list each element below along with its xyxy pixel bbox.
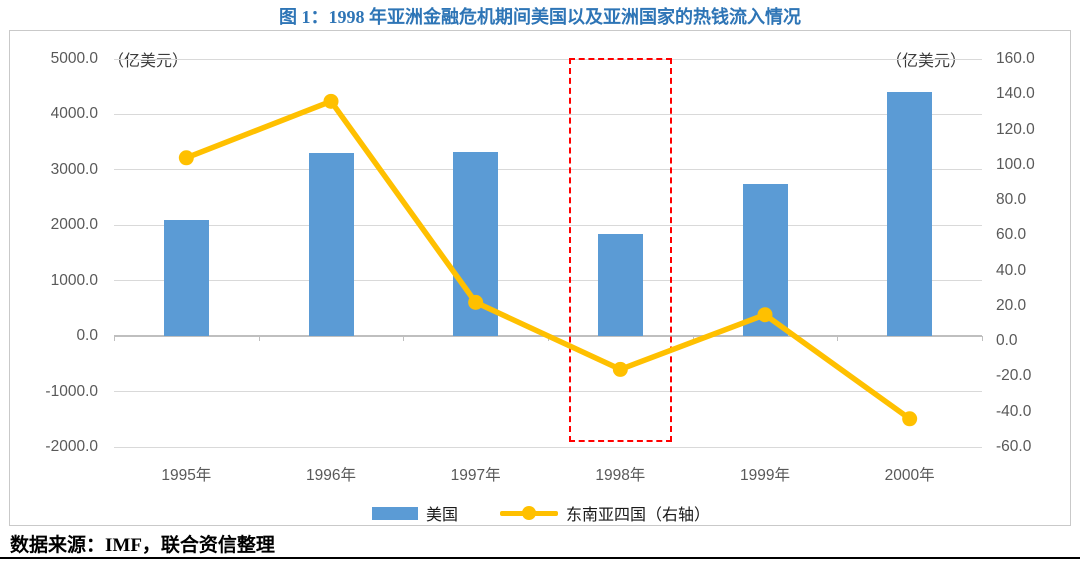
x-axis-label-2000年: 2000年 — [884, 467, 935, 484]
legend-item-usa: 美国 — [371, 501, 458, 525]
x-axis-tick — [114, 336, 115, 342]
right-axis-tick-20: 20.0 — [996, 296, 1027, 314]
right-axis-tick-40: 40.0 — [996, 261, 1027, 279]
left-axis-tick-3000: 3000.0 — [50, 160, 98, 178]
gridline--2000 — [114, 446, 982, 448]
right-axis-tick-120: 120.0 — [996, 120, 1035, 138]
left-axis-tick--1000: -1000.0 — [45, 382, 98, 400]
gridline-3000 — [114, 169, 982, 171]
legend-item-sea4: 东南亚四国（右轴） — [500, 501, 710, 525]
x-axis-label-1997年: 1997年 — [450, 467, 501, 484]
right-axis-tick-0: 0.0 — [996, 332, 1018, 350]
legend-label-usa: 美国 — [425, 507, 458, 524]
x-axis-tick — [692, 336, 694, 342]
left-axis-tick-4000: 4000.0 — [50, 105, 98, 123]
bar-2000年 — [887, 92, 933, 337]
x-axis-label-1995年: 1995年 — [161, 467, 212, 484]
x-axis-tick — [258, 336, 260, 342]
x-axis-tick — [548, 336, 549, 342]
legend: 美国 东南亚四国（右轴） — [10, 501, 1072, 525]
legend-line-dot — [522, 506, 536, 520]
right-axis-unit-label: （亿美元） — [886, 53, 967, 70]
left-axis-tick-0: 0.0 — [76, 327, 98, 345]
gridline--1000 — [114, 391, 982, 393]
bottom-divider — [0, 557, 1080, 559]
legend-bar-swatch — [371, 506, 418, 520]
left-axis-tick--2000: -2000.0 — [45, 438, 98, 455]
highlight-1998-dashed-box — [568, 58, 672, 442]
right-axis-tick-100: 100.0 — [996, 155, 1035, 173]
bar-1999年 — [742, 183, 788, 337]
line-point-1996年 — [323, 93, 339, 109]
data-source-note: 数据来源：IMF，联合资信整理 — [10, 535, 275, 556]
chart-plot-area: （亿美元） （亿美元） 5000.0 4000.0 3000.0 2000.0 1000… — [9, 30, 1071, 526]
legend-label-sea4: 东南亚四国（右轴） — [566, 507, 711, 524]
left-axis-tick-2000: 2000.0 — [50, 216, 98, 234]
right-axis-tick-160: 160.0 — [996, 50, 1035, 67]
bar-1995年 — [163, 219, 209, 337]
bar-1997年 — [453, 152, 499, 337]
right-axis-tick-140: 140.0 — [996, 85, 1035, 103]
line-point-2000年 — [902, 411, 918, 427]
x-axis-tick — [982, 336, 983, 342]
right-axis-tick-80: 80.0 — [996, 191, 1027, 209]
x-axis-tick — [837, 336, 839, 342]
gridline-5000 — [114, 58, 982, 60]
right-axis-tick-60: 60.0 — [996, 226, 1027, 244]
left-axis-tick-5000: 5000.0 — [50, 50, 98, 67]
right-axis-tick--40: -40.0 — [996, 402, 1032, 420]
gridline-1000 — [114, 280, 982, 282]
right-axis-tick--20: -20.0 — [996, 367, 1032, 385]
left-axis-unit-label: （亿美元） — [108, 53, 189, 70]
gridline-2000 — [114, 224, 982, 226]
line-point-1995年 — [178, 150, 194, 166]
legend-line-swatch — [500, 506, 558, 520]
chart-title: 图 1：1998 年亚洲金融危机期间美国以及亚洲国家的热钱流入情况 — [279, 7, 801, 27]
left-axis-tick-1000: 1000.0 — [50, 271, 98, 289]
gridline-4000 — [114, 113, 982, 115]
right-axis-tick--60: -60.0 — [996, 438, 1032, 455]
bar-1996年 — [308, 152, 354, 337]
x-axis-label-1996年: 1996年 — [306, 467, 356, 484]
x-axis-tick — [403, 336, 405, 342]
x-axis-label-1998年: 1998年 — [595, 467, 646, 484]
x-axis-label-1999年: 1999年 — [740, 467, 790, 484]
